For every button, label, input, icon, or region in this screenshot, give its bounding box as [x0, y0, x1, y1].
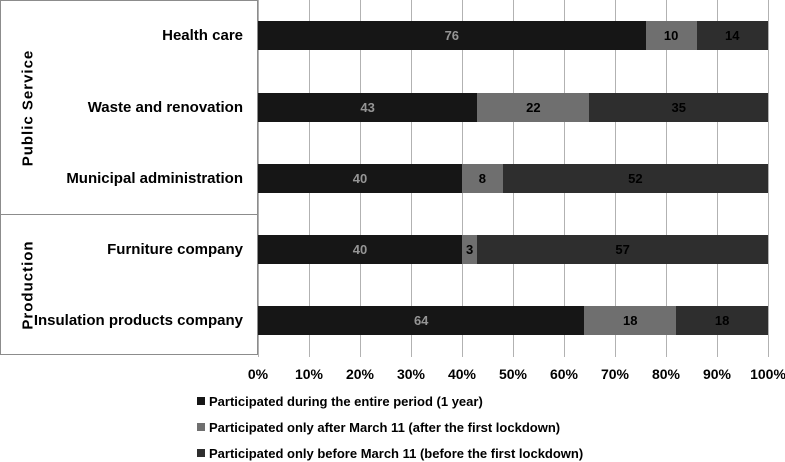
plot-area: 76 10 14 43 22 35 40 8 52 40 3 57 64 18 18	[258, 0, 769, 357]
bar-segment-series-1: 22	[477, 93, 590, 122]
bar-value-label: 52	[628, 171, 643, 186]
x-axis-tick-label: 60%	[549, 366, 579, 382]
bar-segment-series-2: 57	[477, 235, 768, 264]
legend-swatch-icon	[197, 397, 205, 405]
bar-segment-series-0: 76	[258, 21, 646, 50]
bar-value-label: 40	[352, 171, 368, 186]
legend-label: Participated only before March 11 (befor…	[209, 445, 584, 461]
bar-segment-series-2: 52	[502, 164, 768, 193]
bar-value-label: 14	[725, 28, 740, 43]
bar-value-label: 40	[352, 242, 368, 257]
category-label: Municipal administration	[66, 169, 243, 187]
bar-segment-series-0: 43	[258, 93, 478, 122]
bar-row: 43 22 35	[258, 93, 768, 122]
x-axis-tick-label: 20%	[345, 366, 375, 382]
x-axis-tick-label: 100%	[750, 366, 785, 382]
bar-segment-series-0: 40	[258, 164, 462, 193]
legend-label: Participated only after March 11 (after …	[209, 419, 561, 435]
group-box-production: Production	[0, 214, 258, 355]
bar-value-label: 43	[360, 100, 375, 115]
bar-value-label: 57	[615, 242, 630, 257]
category-label: Furniture company	[107, 240, 243, 258]
chart-legend: Participated during the entire period (1…	[197, 392, 583, 462]
category-label: Insulation products company	[33, 311, 243, 329]
category-label: Waste and renovation	[87, 98, 243, 116]
bar-segment-series-1: 10	[645, 21, 697, 50]
bar-value-label: 18	[623, 313, 638, 328]
bar-row: 76 10 14	[258, 21, 768, 50]
bar-value-label: 18	[714, 313, 730, 328]
bar-value-label: 10	[663, 28, 679, 43]
bar-value-label: 22	[526, 100, 541, 115]
bar-value-label: 3	[466, 242, 474, 257]
gridline	[768, 0, 769, 357]
bar-row: 40 8 52	[258, 164, 768, 193]
x-axis-tick-label: 70%	[600, 366, 630, 382]
legend-item: Participated only before March 11 (befor…	[197, 444, 583, 462]
x-axis-tick-label: 10%	[294, 366, 324, 382]
bar-value-label: 35	[671, 100, 686, 115]
bar-value-label: 8	[478, 171, 487, 186]
bar-segment-series-1: 18	[584, 306, 677, 335]
x-axis-tick-label: 50%	[498, 366, 528, 382]
legend-swatch-icon	[197, 449, 205, 457]
x-axis-tick-label: 0%	[247, 366, 269, 382]
x-axis-tick-label: 30%	[396, 366, 426, 382]
bar-segment-series-2: 14	[696, 21, 768, 50]
bar-value-label: 64	[413, 313, 429, 328]
bar-segment-series-1: 8	[462, 164, 503, 193]
legend-swatch-icon	[197, 423, 205, 431]
legend-item: Participated only after March 11 (after …	[197, 418, 583, 436]
legend-label: Participated during the entire period (1…	[209, 393, 483, 409]
x-axis-tick-label: 80%	[651, 366, 681, 382]
group-box-public-service: Public Service	[0, 0, 258, 215]
bar-segment-series-1: 3	[462, 235, 478, 264]
bar-row: 40 3 57	[258, 235, 768, 264]
bar-segment-series-2: 18	[676, 306, 768, 335]
bar-segment-series-0: 64	[258, 306, 585, 335]
bar-value-label: 76	[444, 28, 460, 43]
legend-item: Participated during the entire period (1…	[197, 392, 583, 410]
bar-row: 64 18 18	[258, 306, 768, 335]
x-axis-tick-label: 90%	[702, 366, 732, 382]
category-label: Health care	[162, 26, 243, 44]
x-axis-tick-label: 40%	[447, 366, 477, 382]
bar-segment-series-2: 35	[589, 93, 768, 122]
bar-segment-series-0: 40	[258, 235, 462, 264]
